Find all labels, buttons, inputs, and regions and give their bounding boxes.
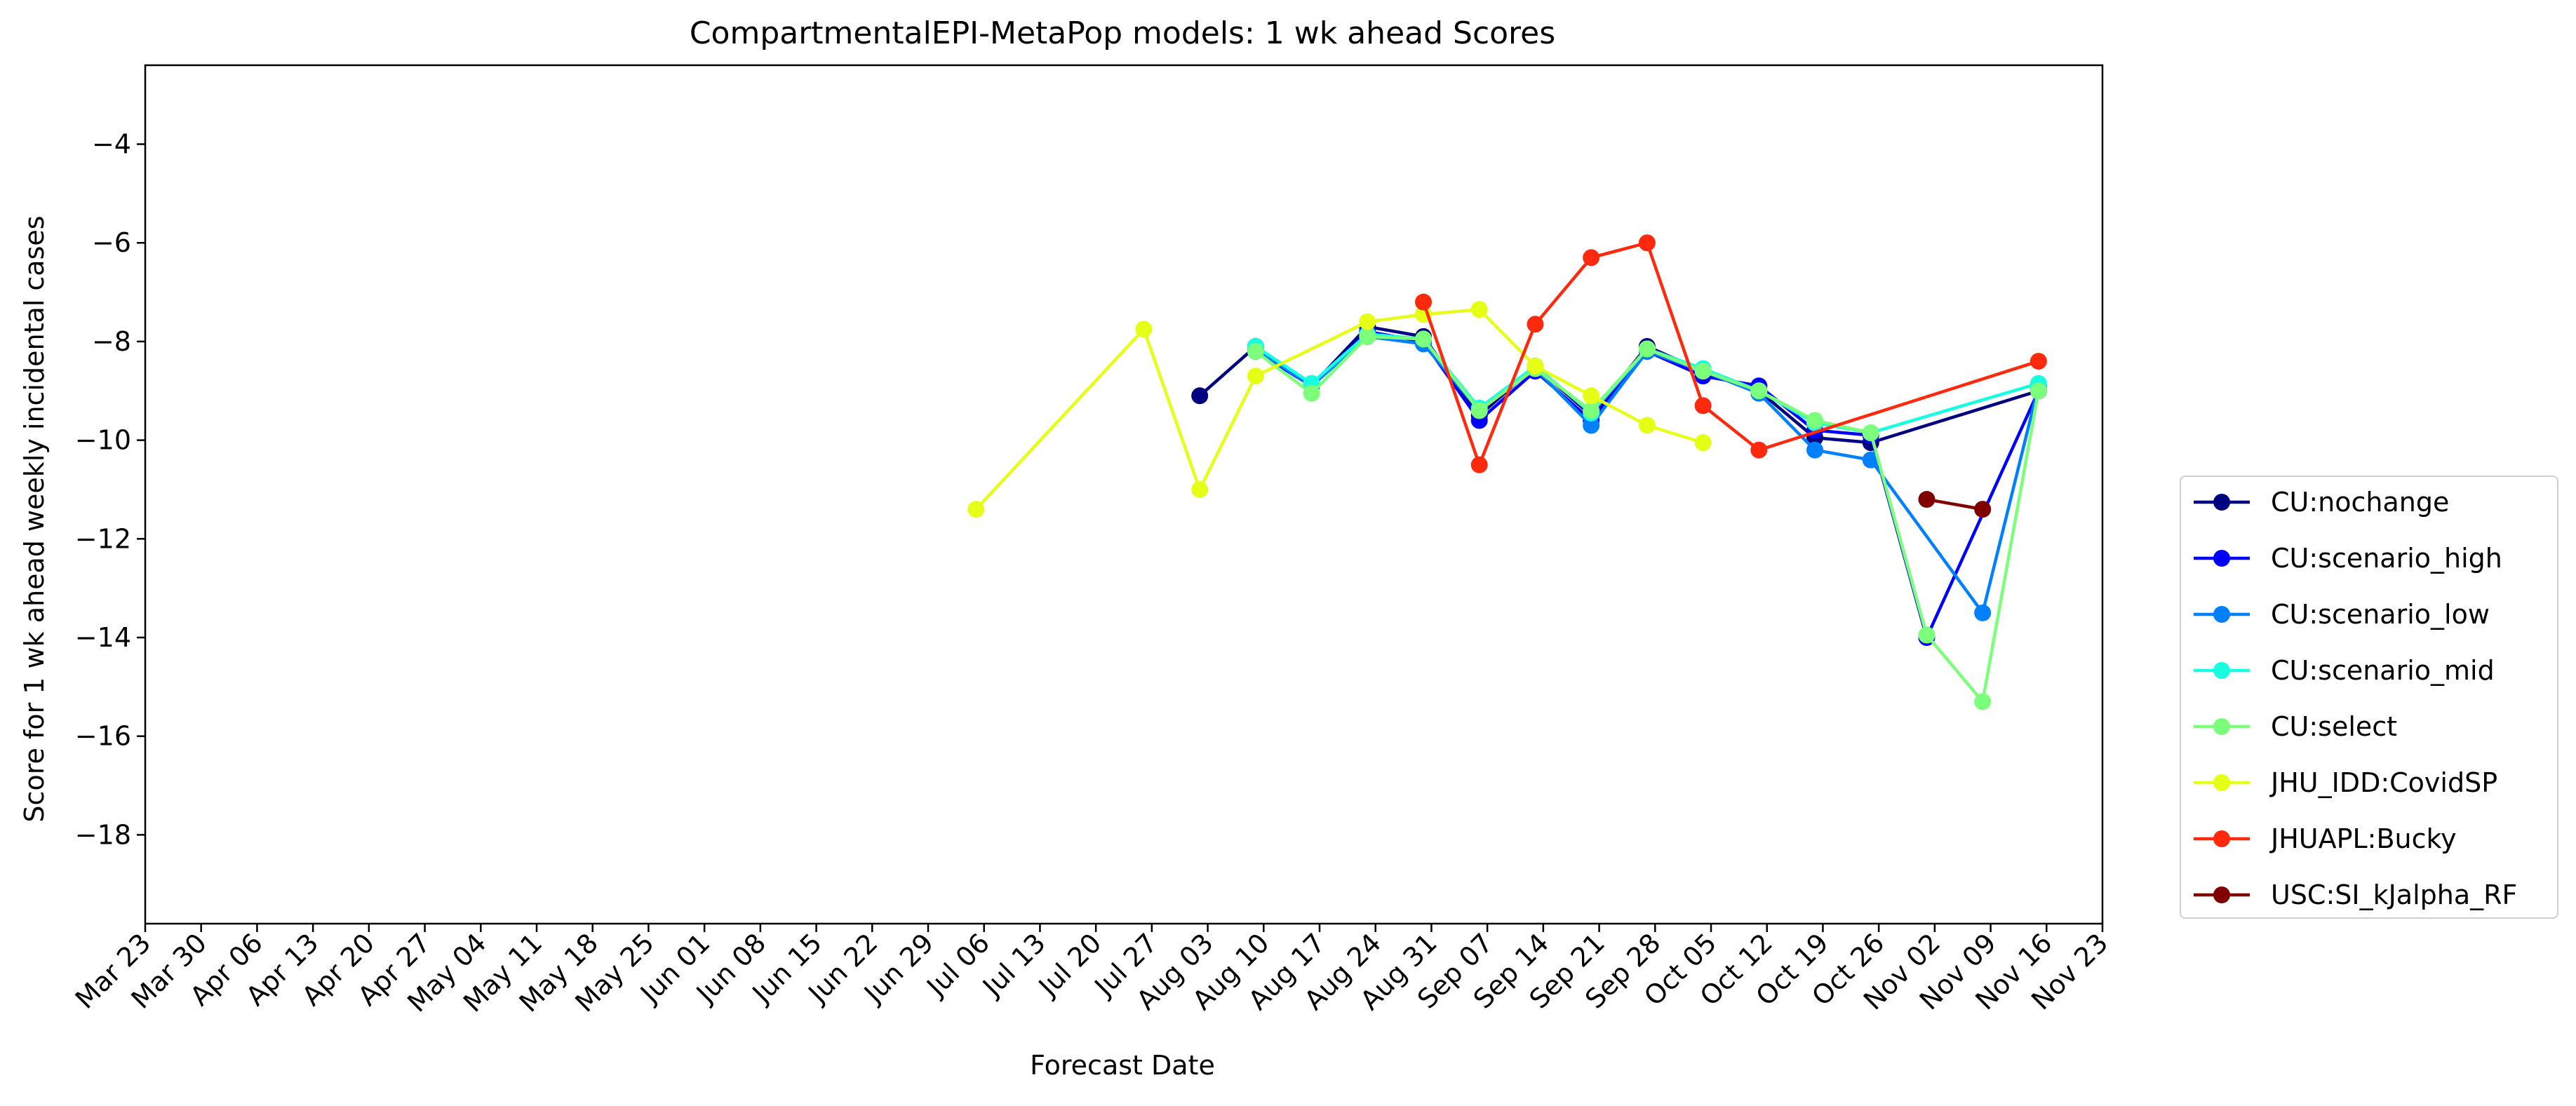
series-line-usc-si-kjalpha-rf <box>1926 497 1983 511</box>
legend-label: CU:scenario_high <box>2271 543 2502 574</box>
legend-label: JHUAPL:Bucky <box>2269 823 2457 854</box>
data-point-cu-select <box>1750 382 1768 400</box>
x-axis-label: Forecast Date <box>1030 1050 1215 1081</box>
data-point-cu-select <box>1806 412 1824 429</box>
data-point-cu-select <box>2030 382 2047 400</box>
data-point-cu-nochange <box>1191 387 1209 405</box>
data-point-jhu-idd-covidsp <box>1583 387 1600 405</box>
data-point-jhu-idd-covidsp <box>1694 434 1712 452</box>
data-point-jhu-idd-covidsp <box>1638 417 1656 434</box>
data-point-jhuapl-bucky <box>1750 441 1768 459</box>
legend-marker <box>2213 886 2230 903</box>
data-point-cu-scenario-low <box>1974 604 1992 621</box>
series-jhuapl-bucky <box>1415 234 2047 473</box>
data-point-cu-select <box>1694 363 1712 380</box>
series-cu-scenario-low <box>1247 328 2047 621</box>
data-point-cu-scenario-low <box>1806 441 1824 459</box>
legend-marker <box>2213 718 2230 735</box>
data-point-jhuapl-bucky <box>1638 234 1656 252</box>
series-cu-select <box>1247 328 2047 710</box>
y-axis-label: Score for 1 wk ahead weekly incidental c… <box>19 215 50 822</box>
series-usc-si-kjalpha-rf <box>1918 491 1992 518</box>
legend-label: CU:scenario_mid <box>2271 655 2495 686</box>
data-point-jhu-idd-covidsp <box>1527 358 1544 375</box>
x-tick-label: Jul 06 <box>920 927 995 1003</box>
legend-marker <box>2213 606 2230 623</box>
legend-label: CU:scenario_low <box>2271 599 2490 630</box>
data-point-cu-scenario-low <box>1862 451 1879 468</box>
data-point-cu-select <box>1415 330 1433 348</box>
series-cu-scenario-high <box>1247 323 2047 646</box>
plot-frame <box>144 64 2104 925</box>
data-point-usc-si-kjalpha-rf <box>1918 491 1936 508</box>
y-tick-label: −14 <box>75 622 131 653</box>
data-point-jhu-idd-covidsp <box>967 501 985 518</box>
data-point-cu-select <box>1583 402 1600 419</box>
data-point-jhu-idd-covidsp <box>1247 367 1264 385</box>
data-point-jhuapl-bucky <box>1527 316 1544 333</box>
legend-item-jhuapl-bucky: JHUAPL:Bucky <box>2194 823 2457 854</box>
data-point-jhuapl-bucky <box>2030 353 2047 370</box>
data-point-jhuapl-bucky <box>1415 293 1433 311</box>
series-line-cu-select <box>1254 335 2041 703</box>
legend-marker <box>2213 830 2230 847</box>
series-line-cu-scenario-high <box>1254 330 2040 640</box>
legend-item-usc-si-kjalpha-rf: USC:SI_kJalpha_RF <box>2194 879 2517 910</box>
data-point-cu-scenario-low <box>1583 417 1600 434</box>
data-point-jhuapl-bucky <box>1470 456 1488 473</box>
y-tick-label: −8 <box>92 326 131 357</box>
series-line-jhuapl-bucky <box>1421 241 2039 467</box>
data-point-cu-select <box>1862 424 1879 442</box>
data-point-cu-select <box>1470 402 1488 419</box>
legend-label: USC:SI_kJalpha_RF <box>2271 879 2517 910</box>
data-point-cu-select <box>1974 693 1992 710</box>
legend: CU:nochange CU:scenario_high CU:scenario_l… <box>2180 476 2558 919</box>
data-point-cu-select <box>1247 343 1264 360</box>
y-tick-label: −10 <box>75 425 131 456</box>
legend-label: CU:select <box>2271 711 2397 742</box>
y-tick-label: −16 <box>75 721 131 752</box>
y-tick-label: −12 <box>75 523 131 554</box>
data-point-cu-select <box>1918 626 1936 644</box>
legend-item-cu-scenario-low: CU:scenario_low <box>2194 599 2490 630</box>
data-point-cu-select <box>1303 384 1320 402</box>
data-point-cu-select <box>1359 328 1376 345</box>
y-tick-label: −18 <box>75 819 131 850</box>
legend-marker <box>2213 550 2230 567</box>
legend-label: CU:nochange <box>2271 487 2449 518</box>
data-point-jhu-idd-covidsp <box>1191 480 1209 498</box>
y-tick-label: −6 <box>92 227 131 258</box>
legend-marker <box>2213 494 2230 511</box>
series-line-cu-scenario-low <box>1254 335 2041 615</box>
series-jhu-idd-covidsp <box>967 301 1712 518</box>
chart-title: CompartmentalEPI-MetaPop models: 1 wk ah… <box>690 15 1555 51</box>
legend-item-cu-scenario-high: CU:scenario_high <box>2194 543 2502 574</box>
legend-item-cu-select: CU:select <box>2194 711 2397 742</box>
data-point-jhu-idd-covidsp <box>1135 321 1153 338</box>
x-tick-label: Jul 13 <box>976 927 1052 1003</box>
data-point-jhuapl-bucky <box>1583 249 1600 267</box>
y-tick-label: −4 <box>92 129 131 160</box>
data-point-jhu-idd-covidsp <box>1470 301 1488 318</box>
legend-item-cu-scenario-mid: CU:scenario_mid <box>2194 655 2495 686</box>
data-point-jhuapl-bucky <box>1694 397 1712 414</box>
data-point-cu-select <box>1638 340 1656 358</box>
data-point-jhu-idd-covidsp <box>1359 313 1376 330</box>
data-point-usc-si-kjalpha-rf <box>1974 501 1992 518</box>
legend-item-cu-nochange: CU:nochange <box>2194 487 2449 518</box>
legend-marker <box>2213 662 2230 679</box>
legend-item-jhu-idd-covidsp: JHU_IDD:CovidSP <box>2194 767 2497 798</box>
x-tick-label: Jul 20 <box>1032 927 1108 1003</box>
legend-label: JHU_IDD:CovidSP <box>2269 767 2497 798</box>
legend-marker <box>2213 774 2230 791</box>
legend-entries: CU:nochange CU:scenario_high CU:scenario_l… <box>2194 487 2517 910</box>
